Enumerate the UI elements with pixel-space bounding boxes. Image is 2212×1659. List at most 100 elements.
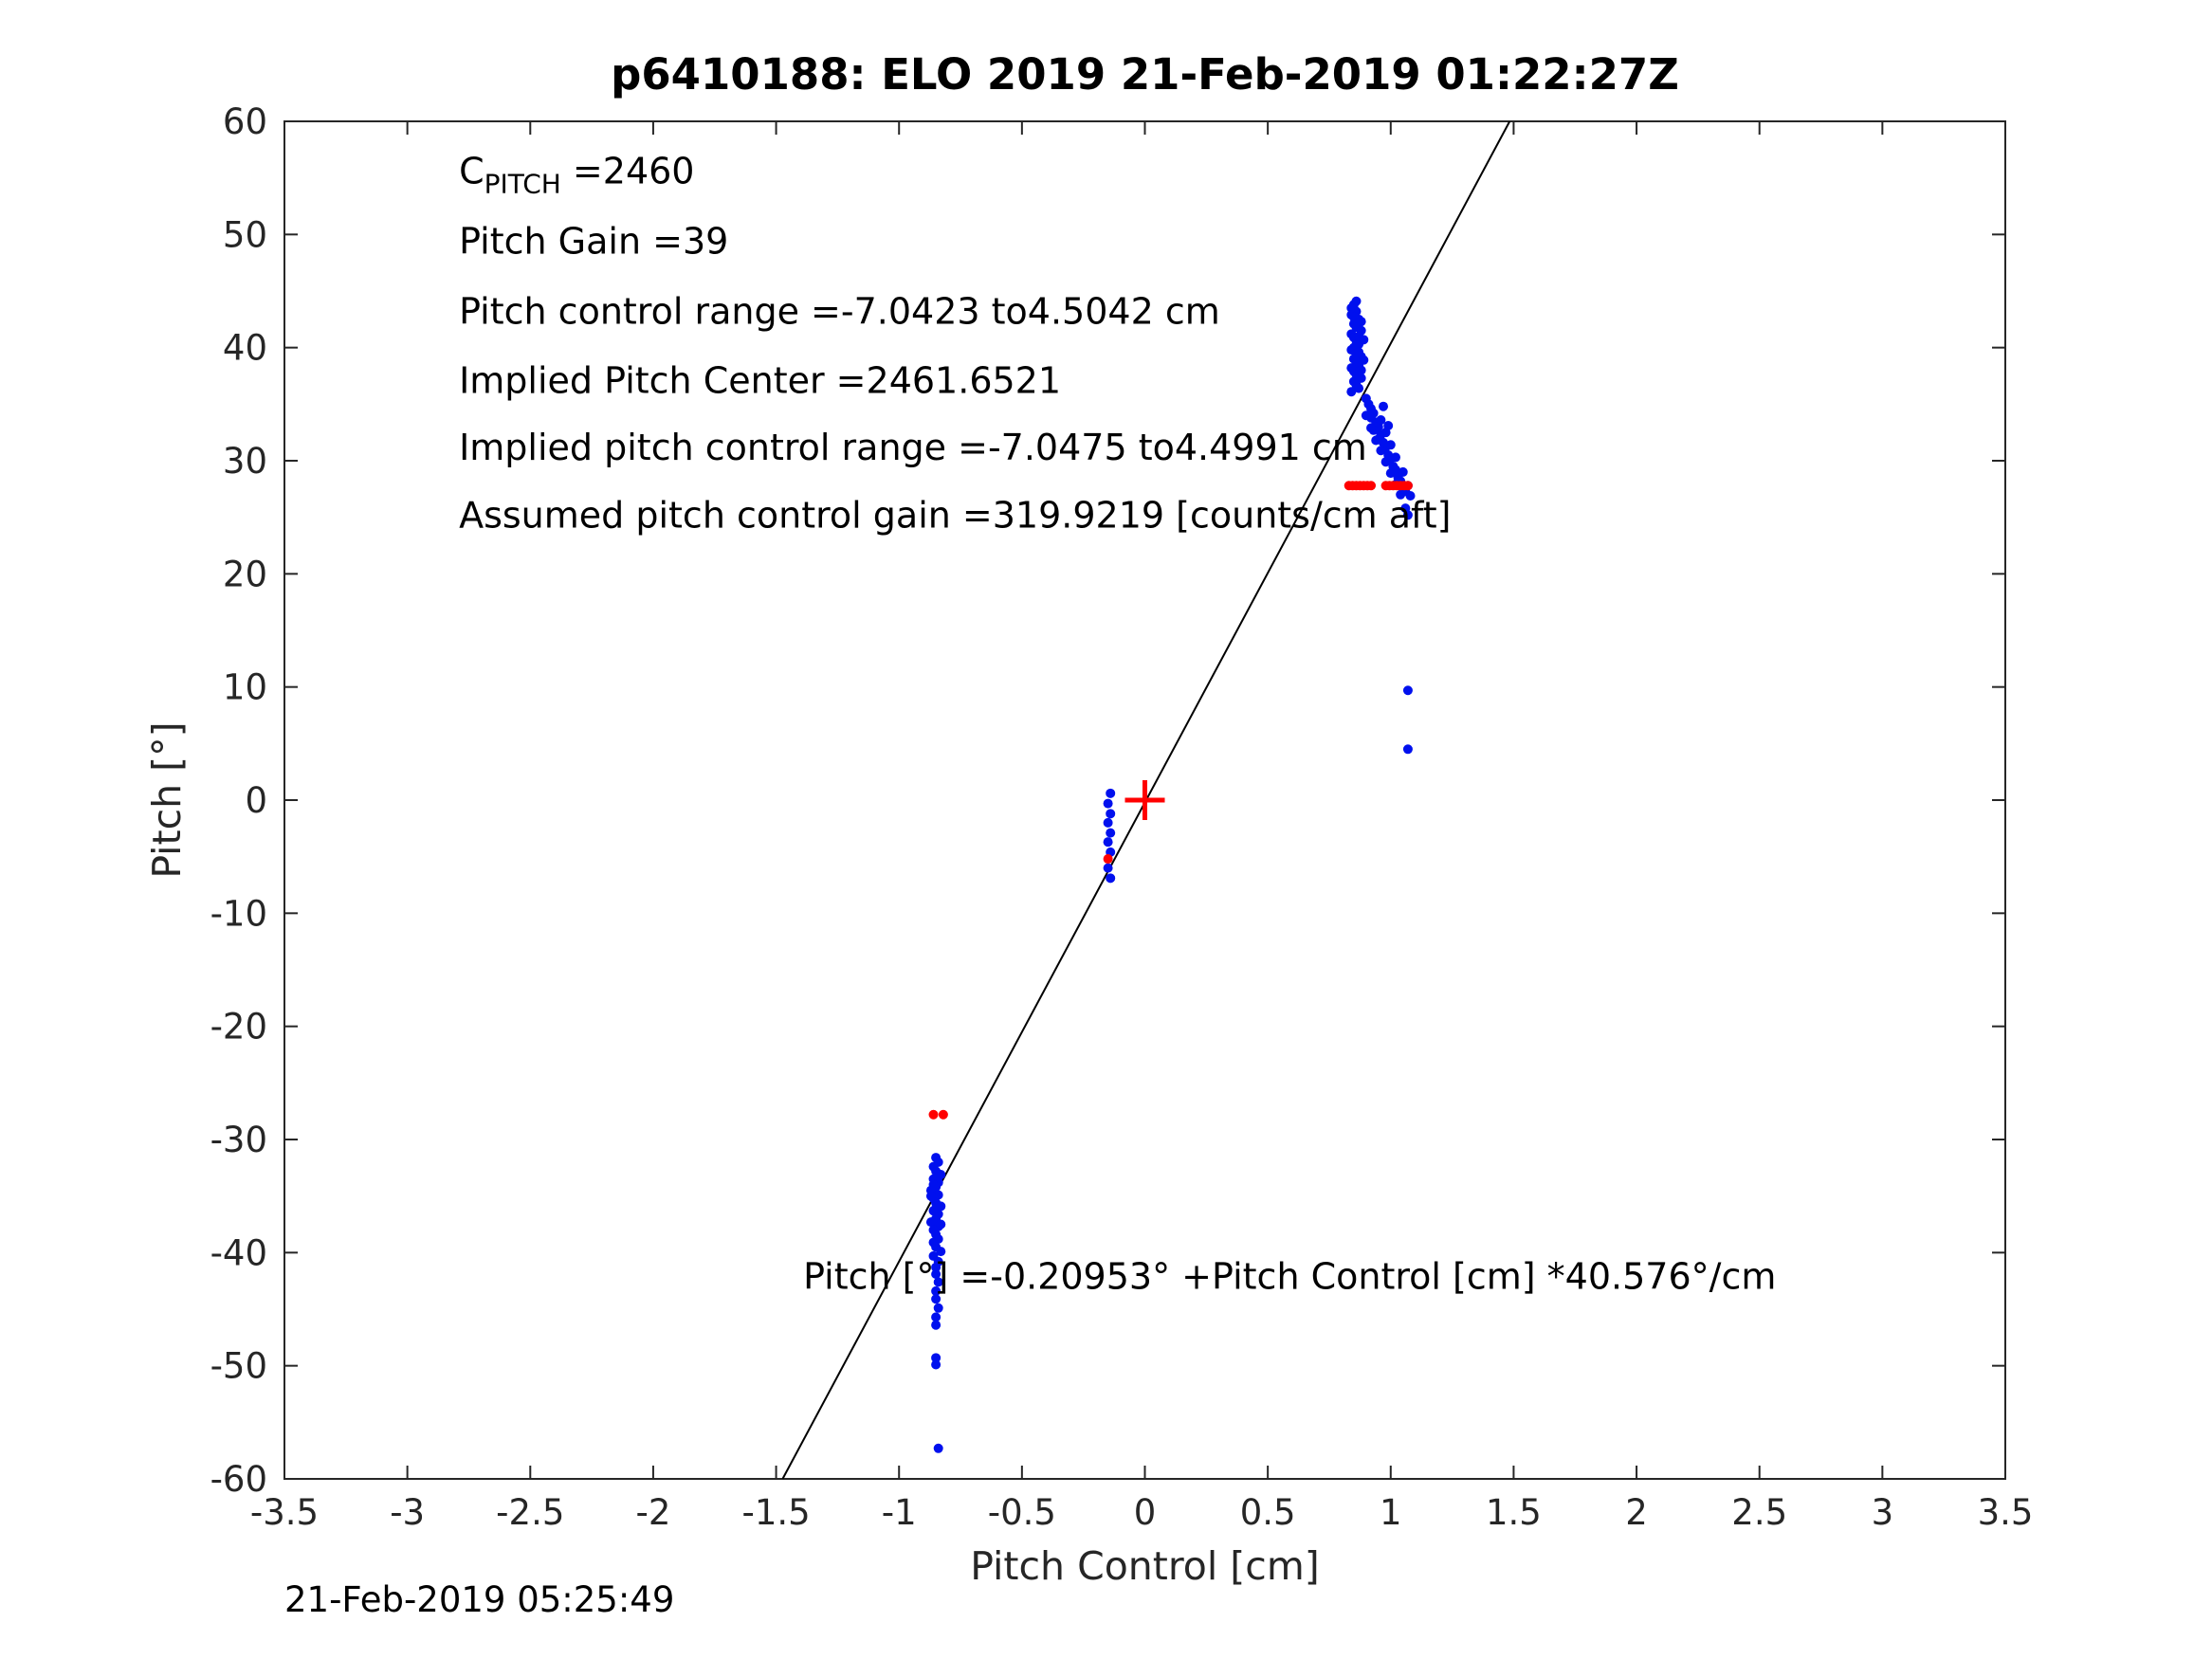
cpitch-post: =2460 bbox=[561, 151, 695, 192]
data-point bbox=[928, 1109, 939, 1120]
data-point bbox=[1376, 415, 1386, 426]
data-point bbox=[1371, 435, 1381, 446]
x-tick-label: 3.5 bbox=[1978, 1492, 2034, 1533]
x-tick-label: 2 bbox=[1625, 1492, 1648, 1533]
data-point bbox=[936, 1219, 946, 1230]
cpitch-pre: C bbox=[459, 151, 484, 192]
data-point bbox=[1366, 481, 1377, 491]
data-point bbox=[1106, 828, 1116, 838]
data-point bbox=[1405, 490, 1416, 501]
data-point bbox=[933, 1277, 943, 1287]
x-tick-label: -2 bbox=[635, 1492, 670, 1533]
data-point bbox=[931, 1359, 941, 1370]
data-point bbox=[1103, 798, 1113, 809]
data-point bbox=[1106, 788, 1116, 798]
x-tick-label: -0.5 bbox=[988, 1492, 1056, 1533]
creation-timestamp: 21-Feb-2019 05:25:49 bbox=[284, 1579, 675, 1620]
annotations: CPITCH =2460 Pitch Gain =39 Pitch control … bbox=[459, 151, 1776, 1298]
plus-marker bbox=[1124, 780, 1165, 820]
data-point bbox=[1402, 510, 1413, 520]
data-point bbox=[931, 1203, 941, 1213]
y-tick-label: -20 bbox=[210, 1007, 267, 1048]
data-point bbox=[928, 1179, 939, 1190]
y-tick-label: 30 bbox=[223, 441, 267, 482]
x-tick-label: -2.5 bbox=[496, 1492, 564, 1533]
annotation-line: Implied Pitch Center =2461.6521 bbox=[459, 359, 1061, 401]
data-point bbox=[938, 1109, 948, 1120]
data-point bbox=[931, 1320, 941, 1330]
data-point bbox=[1103, 817, 1113, 828]
data-point bbox=[931, 1312, 941, 1322]
data-point bbox=[931, 1285, 941, 1296]
data-point bbox=[1354, 347, 1364, 357]
data-point bbox=[931, 1294, 941, 1304]
y-tick-label: 40 bbox=[223, 328, 267, 369]
data-point bbox=[933, 1443, 943, 1453]
data-point bbox=[1402, 744, 1413, 755]
y-tick-label: 0 bbox=[245, 780, 267, 821]
data-point bbox=[1356, 373, 1366, 383]
x-tick-label: -3 bbox=[390, 1492, 425, 1533]
data-point bbox=[1346, 302, 1357, 313]
data-point bbox=[1402, 685, 1413, 696]
y-tick-label: 20 bbox=[223, 554, 267, 594]
data-point bbox=[1351, 296, 1362, 306]
x-tick-label: 1 bbox=[1380, 1492, 1402, 1533]
data-point bbox=[1390, 452, 1400, 463]
data-point bbox=[1103, 854, 1113, 865]
data-point bbox=[925, 1191, 936, 1201]
data-point bbox=[1366, 423, 1377, 433]
data-point bbox=[931, 1269, 941, 1280]
y-tick-label: -60 bbox=[210, 1459, 267, 1500]
y-tick-label: -50 bbox=[210, 1346, 267, 1387]
annotation-line: Pitch Gain =39 bbox=[459, 221, 728, 263]
data-point bbox=[1106, 873, 1116, 884]
data-point bbox=[925, 1217, 936, 1228]
data-point bbox=[1398, 466, 1408, 477]
y-tick-label: -30 bbox=[210, 1120, 267, 1160]
data-point bbox=[1402, 481, 1413, 491]
data-point bbox=[1348, 312, 1359, 322]
y-tick-label: 50 bbox=[223, 214, 267, 255]
data-point bbox=[1359, 335, 1369, 345]
y-axis-label: Pitch [°] bbox=[144, 721, 190, 879]
x-tick-label: 0.5 bbox=[1240, 1492, 1296, 1533]
data-point bbox=[1356, 317, 1366, 327]
data-point bbox=[1379, 401, 1389, 411]
data-point bbox=[936, 1247, 946, 1257]
data-point bbox=[1376, 446, 1386, 456]
data-point bbox=[1380, 457, 1391, 467]
y-axis-ticks: -60 -50 -40 -30 -20 -10 0 10 20 30 40 50 60 bbox=[210, 101, 2005, 1500]
annotation-cpitch: CPITCH =2460 bbox=[459, 151, 694, 200]
data-point bbox=[1383, 421, 1394, 431]
data-point bbox=[1396, 489, 1406, 500]
annotation-line: Pitch control range =-7.0423 to4.5042 cm bbox=[459, 291, 1220, 333]
x-tick-label: 0 bbox=[1134, 1492, 1157, 1533]
y-tick-label: -40 bbox=[210, 1232, 267, 1273]
data-point bbox=[931, 1353, 941, 1363]
data-point bbox=[1103, 863, 1113, 873]
x-tick-label: 1.5 bbox=[1486, 1492, 1542, 1533]
annotation-line: Implied pitch control range =-7.0475 to4… bbox=[459, 427, 1367, 468]
data-point bbox=[1356, 365, 1366, 375]
cpitch-sub: PITCH bbox=[484, 169, 561, 200]
annotation-fit-equation: Pitch [°] =-0.20953° +Pitch Control [cm]… bbox=[803, 1256, 1776, 1298]
data-point bbox=[933, 1303, 943, 1313]
x-tick-label: 3 bbox=[1872, 1492, 1894, 1533]
data-point bbox=[1354, 383, 1364, 393]
x-tick-label: -3.5 bbox=[250, 1492, 319, 1533]
series-pitch-center-marker bbox=[1124, 780, 1165, 820]
data-point bbox=[933, 1172, 943, 1182]
x-tick-label: 2.5 bbox=[1731, 1492, 1787, 1533]
y-tick-label: 60 bbox=[223, 101, 267, 142]
data-point bbox=[931, 1262, 941, 1272]
data-point bbox=[1361, 410, 1371, 421]
data-point bbox=[1385, 440, 1396, 450]
annotation-line: Assumed pitch control gain =319.9219 [co… bbox=[459, 494, 1451, 536]
data-point bbox=[1385, 468, 1396, 479]
data-point bbox=[1359, 355, 1369, 365]
y-tick-label: 10 bbox=[223, 667, 267, 708]
data-point bbox=[1103, 837, 1113, 848]
x-tick-label: -1 bbox=[882, 1492, 917, 1533]
